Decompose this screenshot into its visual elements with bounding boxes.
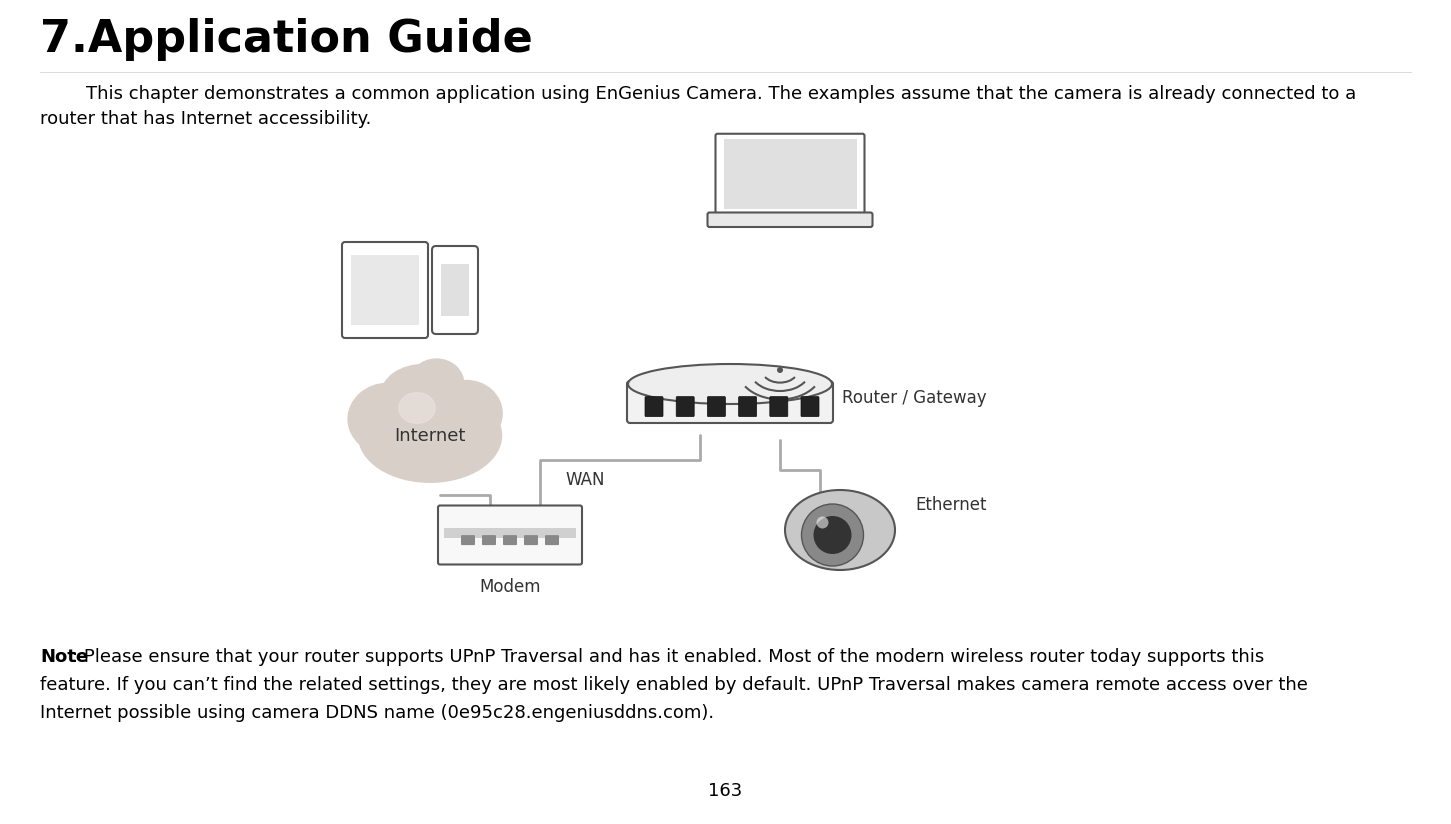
Ellipse shape bbox=[409, 359, 464, 409]
Text: Ethernet: Ethernet bbox=[916, 496, 987, 514]
Ellipse shape bbox=[628, 364, 831, 404]
Circle shape bbox=[776, 367, 784, 373]
Text: Modem: Modem bbox=[479, 578, 541, 597]
FancyBboxPatch shape bbox=[482, 535, 496, 545]
FancyBboxPatch shape bbox=[441, 264, 469, 316]
Text: Internet possible using camera DDNS name (0e95c28.engeniusddns.com).: Internet possible using camera DDNS name… bbox=[41, 704, 714, 722]
Circle shape bbox=[814, 516, 852, 554]
Ellipse shape bbox=[399, 392, 435, 424]
FancyBboxPatch shape bbox=[524, 535, 538, 545]
Ellipse shape bbox=[382, 364, 466, 425]
FancyBboxPatch shape bbox=[461, 535, 474, 545]
Circle shape bbox=[817, 517, 829, 528]
FancyBboxPatch shape bbox=[438, 505, 582, 564]
FancyBboxPatch shape bbox=[708, 396, 726, 417]
Text: Note: Note bbox=[41, 648, 89, 666]
Ellipse shape bbox=[348, 383, 428, 455]
FancyBboxPatch shape bbox=[342, 242, 428, 338]
FancyBboxPatch shape bbox=[739, 396, 756, 417]
FancyBboxPatch shape bbox=[503, 535, 517, 545]
FancyBboxPatch shape bbox=[724, 139, 856, 209]
FancyBboxPatch shape bbox=[546, 535, 559, 545]
FancyBboxPatch shape bbox=[770, 396, 788, 417]
Text: Internet: Internet bbox=[395, 427, 466, 444]
FancyBboxPatch shape bbox=[627, 381, 833, 423]
FancyBboxPatch shape bbox=[432, 246, 477, 334]
Text: WAN: WAN bbox=[564, 471, 605, 489]
FancyBboxPatch shape bbox=[676, 396, 694, 417]
Text: : Please ensure that your router supports UPnP Traversal and has it enabled. Mos: : Please ensure that your router support… bbox=[73, 648, 1264, 666]
Text: 163: 163 bbox=[708, 782, 741, 800]
Text: feature. If you can’t find the related settings, they are most likely enabled by: feature. If you can’t find the related s… bbox=[41, 676, 1307, 694]
Circle shape bbox=[801, 504, 863, 566]
Text: Router / Gateway: Router / Gateway bbox=[842, 389, 987, 406]
FancyBboxPatch shape bbox=[646, 396, 663, 417]
Ellipse shape bbox=[358, 389, 502, 482]
Text: This chapter demonstrates a common application using EnGenius Camera. The exampl: This chapter demonstrates a common appli… bbox=[41, 85, 1357, 128]
Text: 7.Application Guide: 7.Application Guide bbox=[41, 18, 533, 61]
Ellipse shape bbox=[431, 381, 502, 447]
FancyBboxPatch shape bbox=[444, 528, 576, 538]
FancyBboxPatch shape bbox=[801, 396, 818, 417]
FancyBboxPatch shape bbox=[715, 133, 865, 217]
Ellipse shape bbox=[785, 490, 895, 570]
FancyBboxPatch shape bbox=[708, 213, 872, 227]
FancyBboxPatch shape bbox=[351, 255, 419, 325]
